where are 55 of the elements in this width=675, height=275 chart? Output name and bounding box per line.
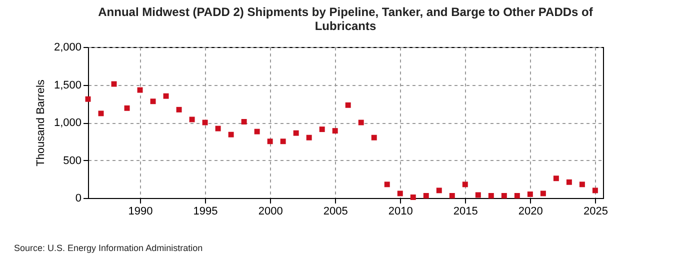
point bbox=[488, 192, 494, 198]
x-tick-label: 1995 bbox=[193, 206, 218, 218]
y-tick-label: 500 bbox=[63, 154, 82, 167]
point bbox=[137, 87, 143, 93]
source-note: Source: U.S. Energy Information Administration bbox=[14, 243, 203, 253]
point bbox=[592, 188, 598, 194]
point bbox=[540, 190, 546, 196]
point bbox=[150, 98, 156, 104]
point bbox=[371, 134, 377, 140]
point bbox=[514, 192, 520, 198]
point bbox=[267, 138, 273, 144]
point bbox=[319, 126, 325, 132]
x-tick-label: 2015 bbox=[453, 206, 478, 218]
point bbox=[475, 192, 481, 198]
y-axis-title: Thousand Barrels bbox=[34, 79, 47, 166]
point bbox=[566, 179, 572, 185]
point bbox=[527, 191, 533, 197]
point bbox=[280, 138, 286, 144]
point bbox=[345, 102, 351, 108]
point bbox=[436, 188, 442, 194]
x-tick-label: 2005 bbox=[323, 206, 348, 218]
point bbox=[241, 119, 247, 124]
point bbox=[98, 110, 104, 116]
point bbox=[501, 192, 507, 198]
point bbox=[579, 182, 585, 188]
x-tick-label: 2025 bbox=[583, 206, 608, 218]
x-tick-label: 1990 bbox=[128, 206, 153, 218]
point bbox=[553, 176, 559, 182]
point bbox=[124, 105, 130, 111]
chart-title: Annual Midwest (PADD 2) Shipments by Pipeline, Tanker, and Barge to Other PADDs of Lubricants bbox=[98, 5, 594, 33]
x-tick-label: 2010 bbox=[388, 206, 413, 218]
y-tick-label: 1,000 bbox=[54, 117, 82, 129]
y-tick-label: 0 bbox=[75, 192, 82, 204]
point bbox=[423, 192, 429, 198]
y-tick-label: 2,000 bbox=[54, 42, 82, 54]
point bbox=[293, 130, 299, 136]
point bbox=[397, 190, 403, 196]
point bbox=[462, 182, 468, 188]
point bbox=[215, 126, 221, 132]
point bbox=[410, 194, 416, 200]
point bbox=[202, 120, 208, 126]
point bbox=[332, 128, 338, 134]
point bbox=[176, 106, 182, 112]
point bbox=[358, 120, 364, 126]
point bbox=[306, 134, 312, 140]
point bbox=[189, 116, 195, 122]
point bbox=[449, 192, 455, 198]
x-tick-label: 2000 bbox=[258, 206, 283, 218]
point bbox=[384, 182, 390, 188]
point bbox=[85, 96, 91, 102]
y-tick-label: 1,500 bbox=[54, 79, 82, 92]
point bbox=[228, 132, 234, 138]
point bbox=[163, 93, 169, 99]
x-tick-label: 2020 bbox=[518, 206, 543, 218]
point bbox=[254, 128, 260, 134]
